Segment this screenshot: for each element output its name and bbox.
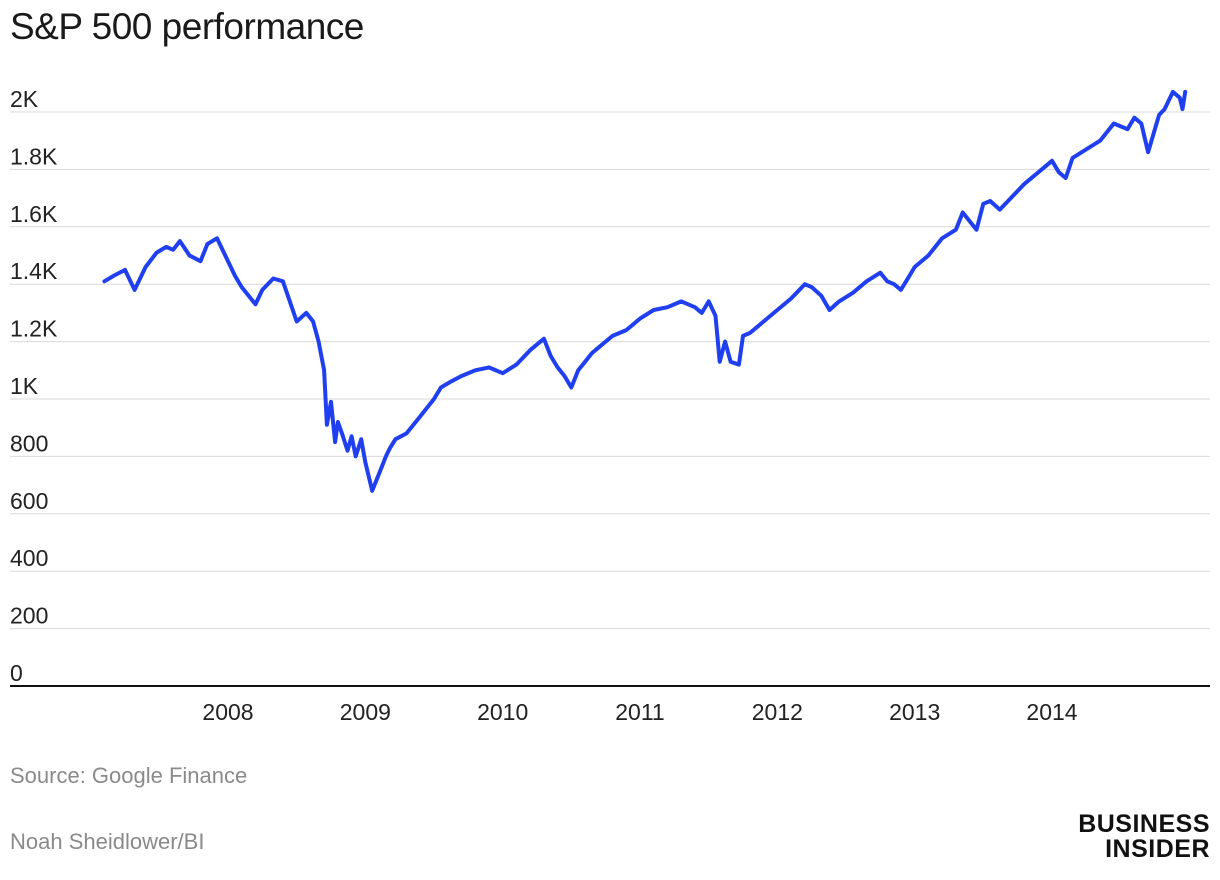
x-tick-label: 2010 — [477, 699, 528, 725]
y-tick-label: 0 — [10, 660, 23, 686]
x-tick-label: 2014 — [1026, 699, 1077, 725]
y-tick-label: 1.8K — [10, 143, 58, 169]
chart-title: S&P 500 performance — [10, 6, 364, 47]
y-tick-label: 1.4K — [10, 258, 58, 284]
y-tick-label: 200 — [10, 603, 48, 629]
credit-note: Noah Sheidlower/BI — [10, 829, 205, 854]
gridlines — [10, 111, 1210, 630]
y-tick-label: 1.2K — [10, 316, 58, 342]
source-note: Source: Google Finance — [10, 763, 248, 788]
y-tick-label: 2K — [10, 86, 39, 112]
y-tick-label: 800 — [10, 430, 48, 456]
y-tick-label: 1.6K — [10, 201, 58, 227]
y-tick-label: 1K — [10, 373, 39, 399]
y-tick-label: 600 — [10, 488, 48, 514]
x-tick-label: 2008 — [202, 699, 253, 725]
x-axis-tick-labels: 2008 2009 2010 2011 2012 2013 2014 — [202, 699, 1077, 725]
x-tick-label: 2013 — [889, 699, 940, 725]
business-insider-logo: BUSINESS INSIDER — [1062, 812, 1210, 862]
x-tick-label: 2011 — [615, 699, 664, 725]
logo-line-2: INSIDER — [1105, 835, 1210, 863]
x-tick-label: 2009 — [340, 699, 391, 725]
x-tick-label: 2012 — [752, 699, 803, 725]
logo-line-1: BUSINESS — [1078, 810, 1210, 838]
series-line — [102, 89, 1188, 493]
y-axis-tick-labels: 0 200 400 600 800 1K 1.2K 1.4K 1.6K 1.8K 2K — [10, 86, 58, 686]
y-tick-label: 400 — [10, 545, 48, 571]
